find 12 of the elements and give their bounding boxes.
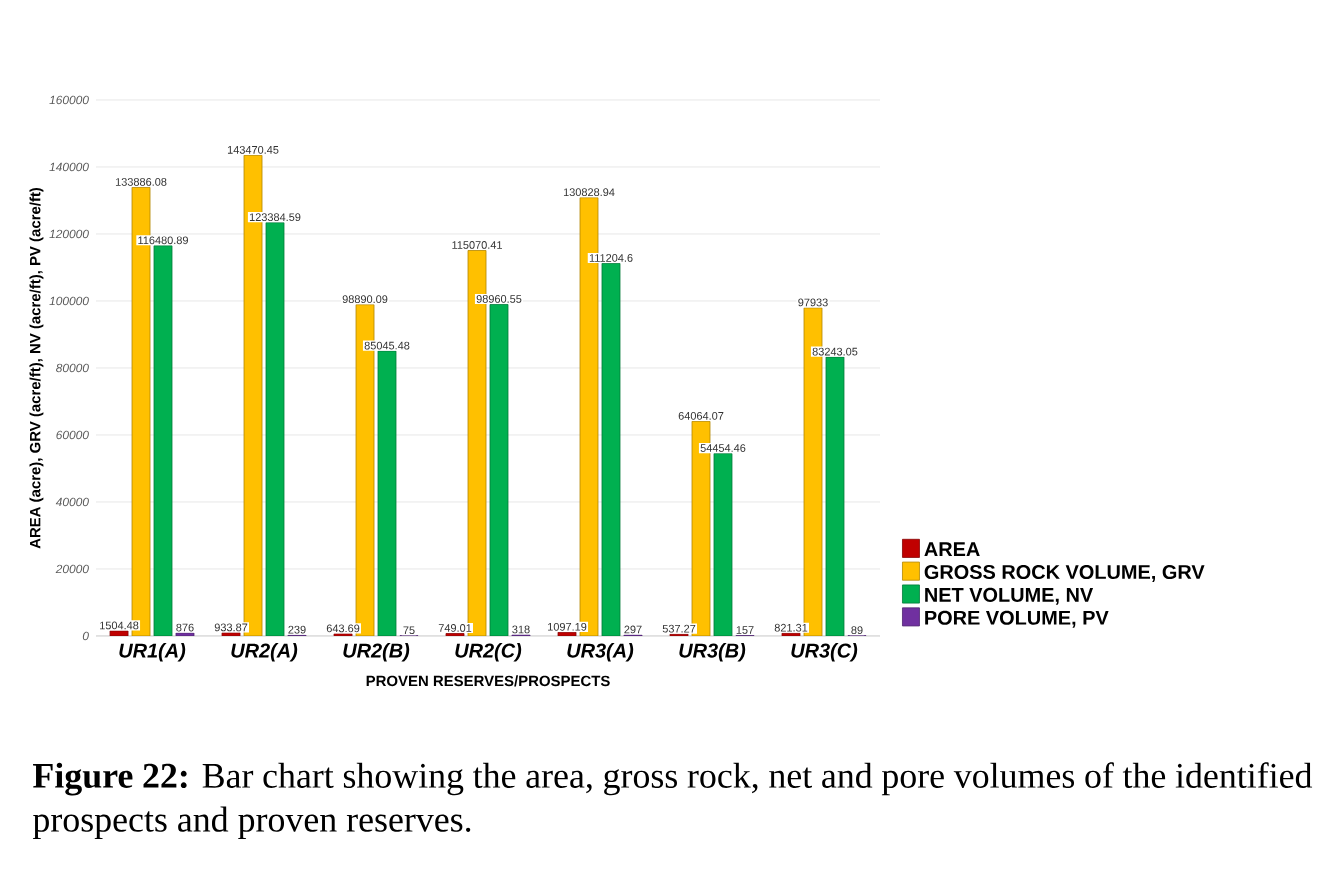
x-tick-label: UR2(A) <box>231 643 298 662</box>
legend-label: PORE VOLUME, PV <box>925 610 1109 628</box>
x-tick-label: UR3(C) <box>791 643 858 662</box>
legend-label: GROSS ROCK VOLUME, GRV <box>924 564 1205 582</box>
x-tick-label: UR2(B) <box>343 643 410 662</box>
x-tick-label: UR2(C) <box>455 643 522 662</box>
legend-label: NET VOLUME, NV <box>925 587 1094 605</box>
x-tick-label: UR1(A) <box>119 643 186 662</box>
x-tick-label: UR3(B) <box>679 643 746 662</box>
legend-label: AREA <box>924 542 980 556</box>
x-tick-label: UR3(A) <box>567 643 634 662</box>
text: Figure 22: Bar chart showing the area, gross rock, net and pore volumes of the identified prospects and proven reserves. <box>32 762 1313 840</box>
